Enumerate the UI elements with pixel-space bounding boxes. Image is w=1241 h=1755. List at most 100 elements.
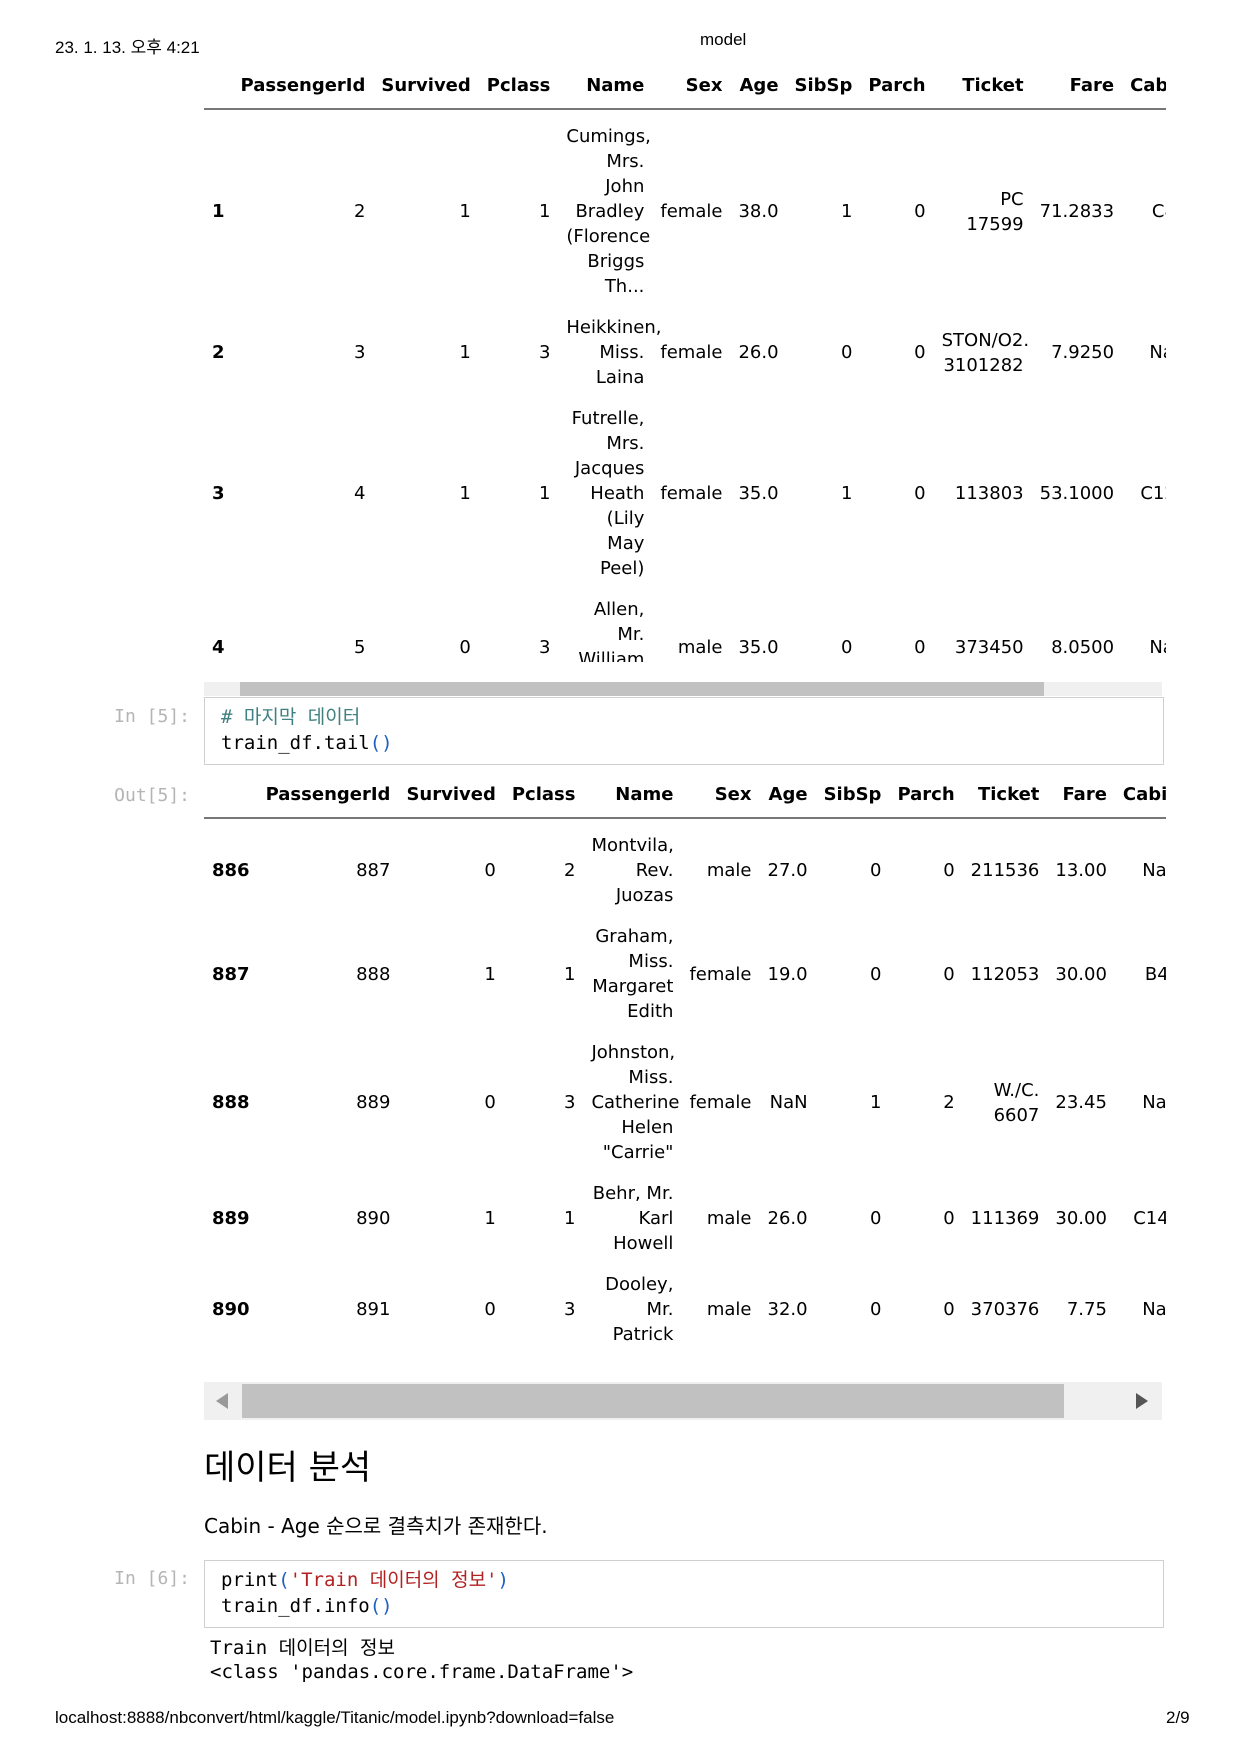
table-cell: NaN bbox=[769, 1092, 808, 1113]
table-cell: PC 17599 bbox=[966, 188, 1024, 235]
table-cell: male bbox=[677, 636, 723, 658]
index-header bbox=[204, 771, 258, 819]
code-parens: () bbox=[369, 732, 393, 754]
column-header: SibSp bbox=[786, 62, 861, 110]
tail-dataframe: PassengerId Survived Pclass Name Sex Age SibSp… bbox=[204, 771, 1166, 1366]
scroll-left-icon[interactable] bbox=[216, 1393, 228, 1409]
table-cell: 1 bbox=[840, 201, 853, 222]
table-row: 3 4 1 1 Futrelle, Mrs. Jacques Heath (Lily M… bbox=[204, 398, 1166, 589]
table-cell: 71.2833 bbox=[1039, 201, 1115, 222]
table-cell: 13.00 bbox=[1055, 860, 1107, 881]
column-header: Age bbox=[730, 62, 787, 110]
print-title: model bbox=[700, 30, 747, 49]
scrollbar-thumb[interactable] bbox=[240, 682, 1044, 696]
header-row: PassengerId Survived Pclass Name Sex Age SibSp… bbox=[204, 62, 1166, 110]
column-header: Name bbox=[583, 771, 682, 819]
code-cell-5[interactable]: # 마지막 데이터 train_df.tail() bbox=[204, 697, 1164, 765]
table-cell: 1 bbox=[459, 201, 471, 222]
table-cell: 30.00 bbox=[1055, 963, 1107, 985]
table-cell: 1 bbox=[538, 201, 551, 222]
table-cell: 0 bbox=[870, 860, 882, 881]
table-cell: 1 bbox=[459, 342, 471, 363]
tail-table-scrollbar[interactable] bbox=[204, 1382, 1162, 1420]
table-cell: NaN bbox=[1142, 1092, 1166, 1113]
table-cell: W./C. 6607 bbox=[993, 1079, 1040, 1126]
table-cell: 111369 bbox=[970, 1208, 1040, 1229]
table-cell: 2 bbox=[353, 201, 366, 222]
column-header: Parch bbox=[889, 771, 963, 819]
table-cell: Allen, Mr. William Henry bbox=[578, 599, 645, 662]
table-cell: 3 bbox=[538, 636, 551, 658]
table-cell: 7.75 bbox=[1066, 1299, 1107, 1320]
table-cell: NaN bbox=[1149, 636, 1166, 658]
table-row: 890 891 0 3 Dooley, Mr. Patrick male 32.0 0 0 370… bbox=[204, 1264, 1166, 1355]
column-header: Pclass bbox=[503, 771, 584, 819]
column-header: Parch bbox=[860, 62, 934, 110]
section-heading: 데이터 분석 bbox=[204, 1448, 372, 1488]
head-table-scrollbar[interactable] bbox=[204, 682, 1162, 696]
table-cell: 887 bbox=[356, 860, 391, 881]
output-line-1: Train 데이터의 정보 bbox=[210, 1637, 395, 1659]
table-cell: 3 bbox=[353, 342, 366, 363]
table-cell: 26.0 bbox=[767, 1208, 808, 1229]
scrollbar-thumb[interactable] bbox=[242, 1384, 1064, 1418]
column-header: Name bbox=[558, 62, 653, 110]
table-cell: 35.0 bbox=[738, 483, 779, 504]
row-index: 890 bbox=[212, 1299, 250, 1320]
head-dataframe: PassengerId Survived Pclass Name Sex Age SibSp… bbox=[204, 62, 1166, 662]
table-cell: 113803 bbox=[954, 483, 1024, 504]
row-index: 1 bbox=[212, 201, 225, 222]
table-cell: 1 bbox=[484, 1208, 496, 1229]
table-cell: Cumings, Mrs. John Bradley (Florence Bri… bbox=[566, 126, 651, 297]
code-call: train_df.info bbox=[221, 1595, 370, 1617]
scroll-right-icon[interactable] bbox=[1136, 1393, 1148, 1409]
table-cell: 0 bbox=[484, 1092, 496, 1113]
table-cell: 0 bbox=[914, 342, 926, 363]
table-cell: 32.0 bbox=[767, 1299, 808, 1320]
code-parens: () bbox=[369, 1595, 393, 1617]
page-number: 2/9 bbox=[1166, 1708, 1190, 1727]
column-header: Fare bbox=[1031, 62, 1123, 110]
table-cell: STON/O2. 3101282 bbox=[941, 329, 1030, 376]
table-cell: 0 bbox=[484, 860, 496, 881]
table-cell: 890 bbox=[356, 1208, 391, 1229]
table-cell: 1 bbox=[563, 963, 576, 985]
code-cell-6[interactable]: print('Train 데이터의 정보') train_df.info() bbox=[204, 1560, 1164, 1628]
table-cell: 0 bbox=[459, 636, 471, 658]
table-cell: 1 bbox=[459, 483, 471, 504]
table-cell: 1 bbox=[870, 1092, 882, 1113]
table-cell: male bbox=[706, 1208, 752, 1229]
column-header: Pclass bbox=[478, 62, 559, 110]
table-cell: 0 bbox=[943, 1299, 955, 1320]
table-cell: 35.0 bbox=[738, 636, 779, 658]
table-cell: 891 bbox=[356, 1299, 391, 1320]
table-cell: 3 bbox=[563, 1092, 576, 1113]
output-line-2: <class 'pandas.core.frame.DataFrame'> bbox=[210, 1661, 634, 1683]
column-header: Cabin bbox=[1122, 62, 1166, 110]
table-cell: 889 bbox=[356, 1092, 391, 1113]
table-cell: 2 bbox=[943, 1092, 955, 1113]
row-index: 887 bbox=[212, 963, 250, 985]
table-row: 4 5 0 3 Allen, Mr. William Henry male 35.0 0 0 37… bbox=[204, 589, 1166, 662]
column-header: PassengerId bbox=[232, 62, 374, 110]
table-cell: 19.0 bbox=[767, 963, 808, 985]
table-cell: 0 bbox=[943, 860, 955, 881]
table-cell: 1 bbox=[538, 483, 551, 504]
column-header: Ticket bbox=[933, 62, 1032, 110]
row-index: 889 bbox=[212, 1208, 250, 1229]
column-header: Sex bbox=[652, 62, 731, 110]
column-header: SibSp bbox=[815, 771, 890, 819]
table-cell: 1 bbox=[840, 483, 853, 504]
code-string: 'Train 데이터의 정보' bbox=[289, 1569, 498, 1591]
table-cell: female bbox=[689, 963, 752, 985]
in-prompt-6: In [6]: bbox=[114, 1568, 190, 1589]
table-cell: female bbox=[660, 201, 723, 222]
table-cell: 0 bbox=[870, 1299, 882, 1320]
table-cell: 0 bbox=[870, 963, 882, 985]
table-cell: Behr, Mr. Karl Howell bbox=[592, 1183, 674, 1254]
column-header: Survived bbox=[373, 62, 479, 110]
print-url: localhost:8888/nbconvert/html/kaggle/Tit… bbox=[55, 1708, 615, 1727]
table-cell: 30.00 bbox=[1055, 1208, 1107, 1229]
table-cell: 3 bbox=[563, 1299, 576, 1320]
